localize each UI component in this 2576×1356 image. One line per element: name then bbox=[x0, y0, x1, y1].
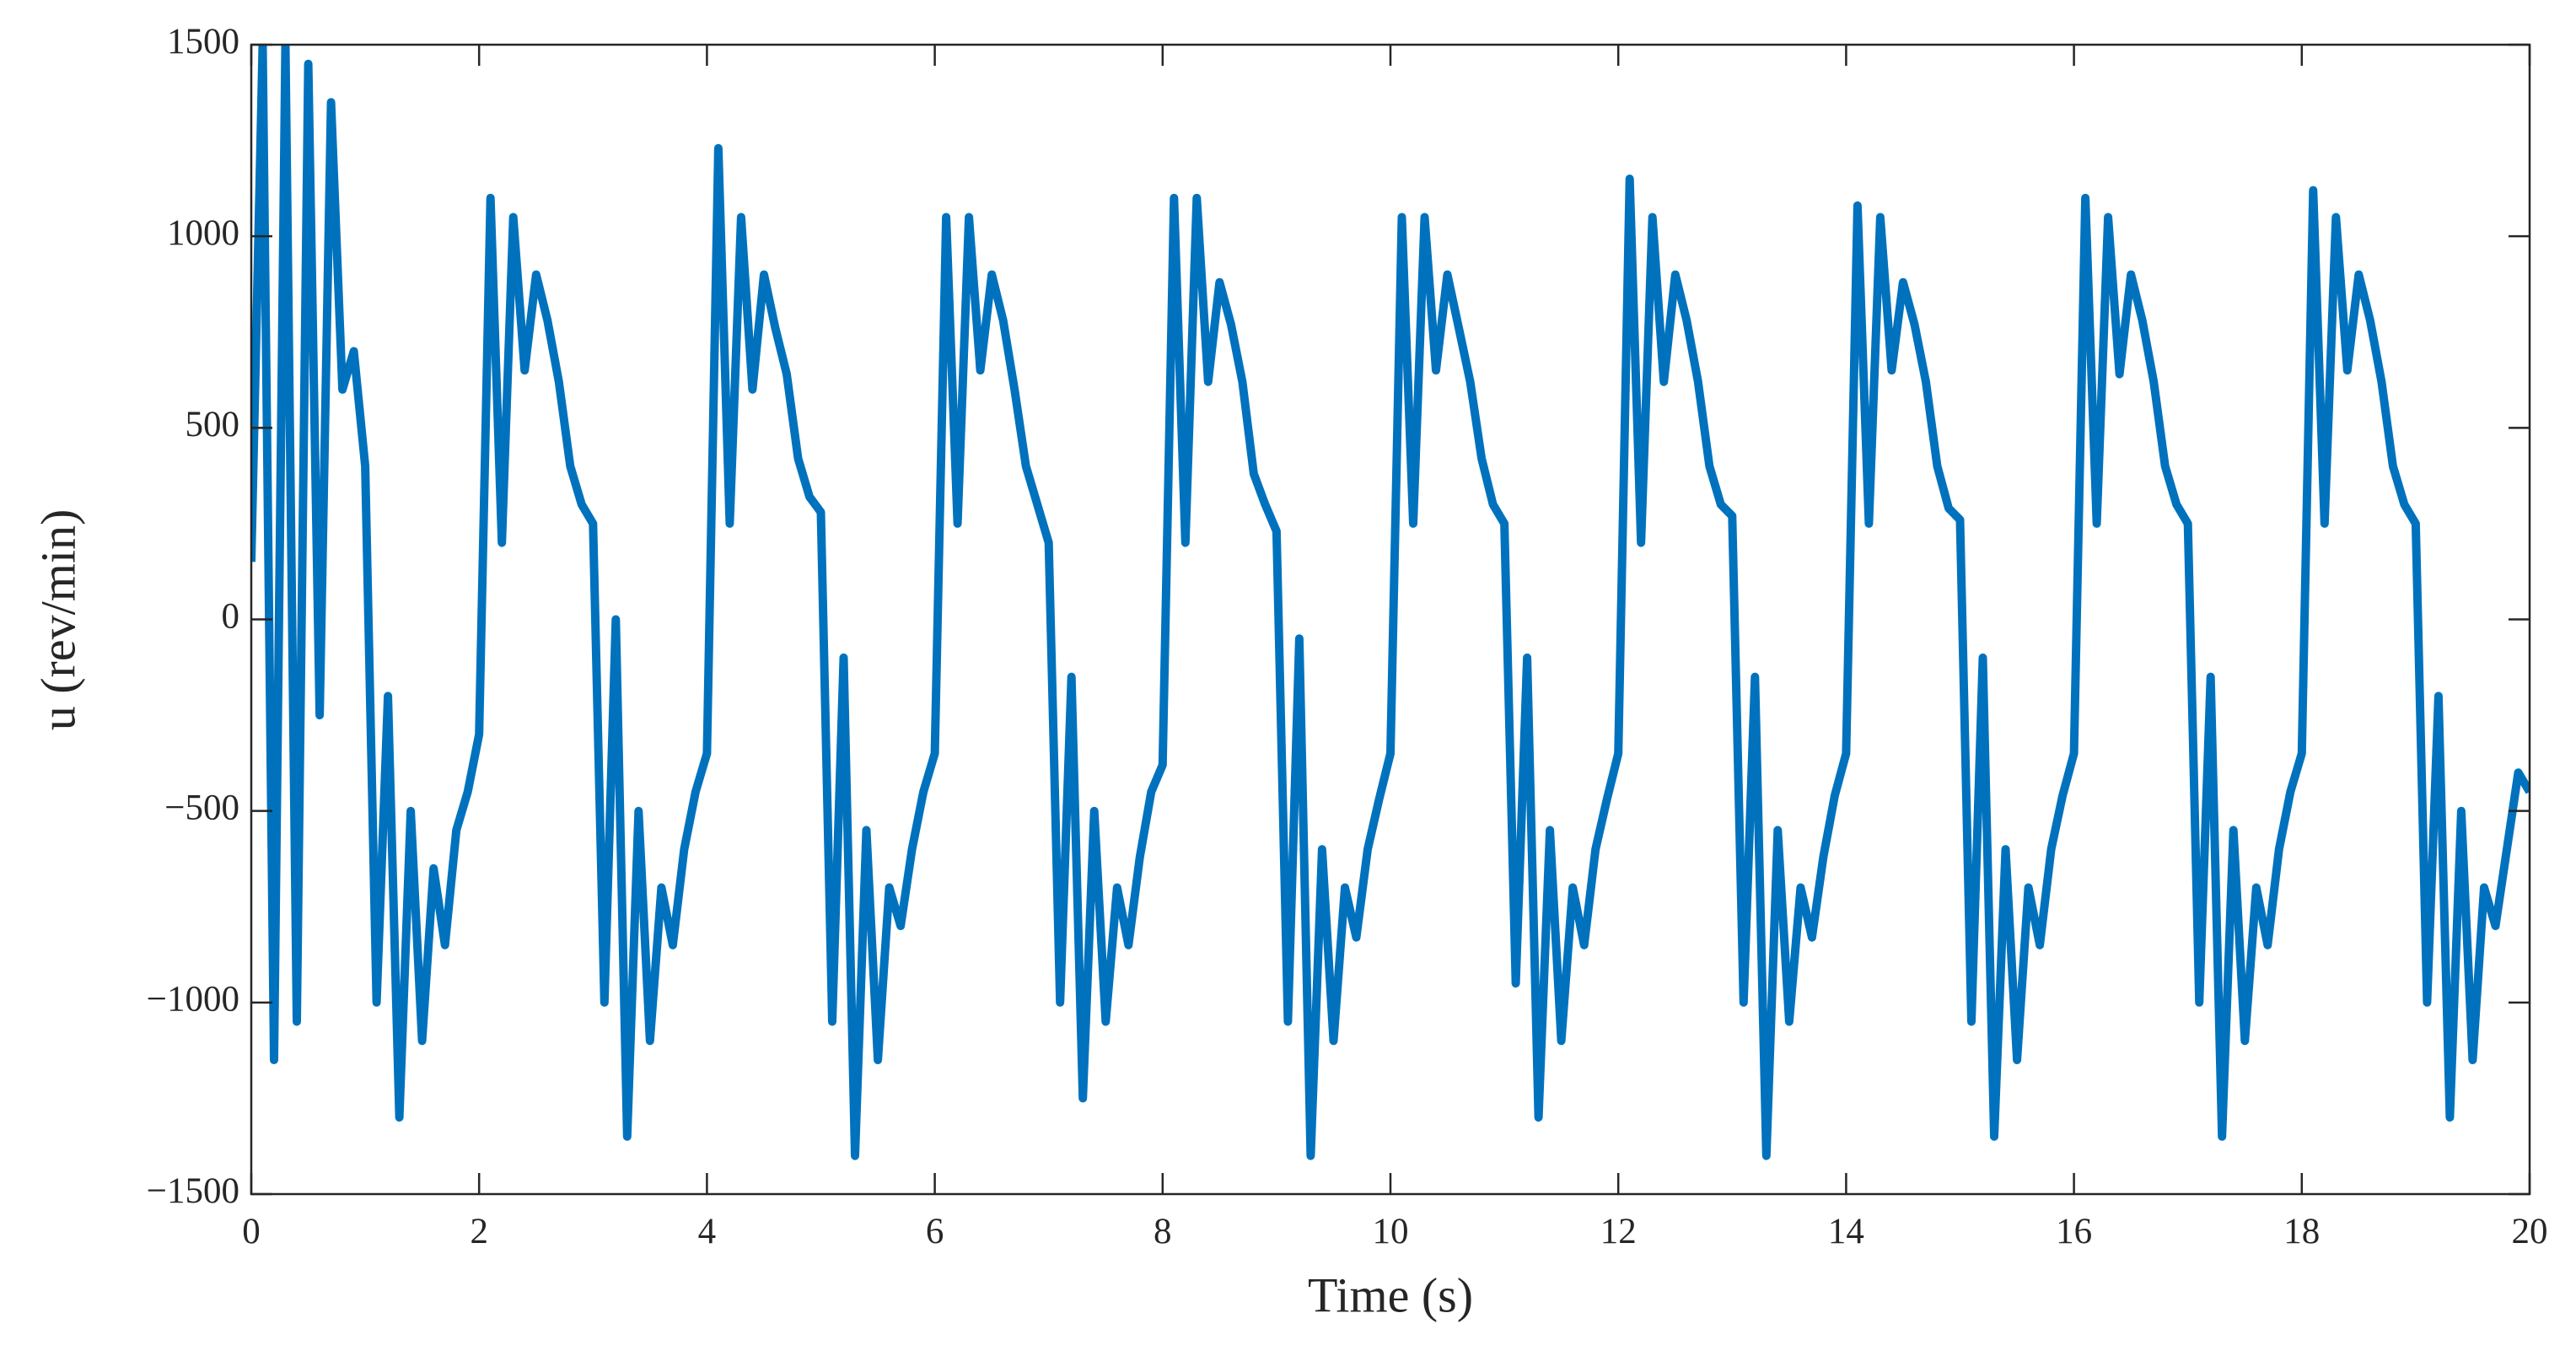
y-tick-label: 0 bbox=[222, 596, 240, 636]
y-tick-label: 500 bbox=[186, 405, 240, 444]
y-tick-label: 1000 bbox=[167, 213, 239, 253]
x-axis-label: Time (s) bbox=[1308, 1267, 1473, 1322]
x-tick-label: 16 bbox=[2056, 1212, 2092, 1251]
x-tick-label: 0 bbox=[242, 1212, 261, 1251]
x-tick-label: 20 bbox=[2512, 1212, 2548, 1251]
y-tick-label: 1500 bbox=[167, 22, 239, 62]
x-tick-label: 6 bbox=[926, 1212, 944, 1251]
y-tick-label: −1500 bbox=[147, 1171, 239, 1211]
x-tick-label: 14 bbox=[1828, 1212, 1864, 1251]
y-tick-label: −500 bbox=[164, 788, 239, 828]
x-tick-label: 10 bbox=[1373, 1212, 1409, 1251]
x-tick-label: 18 bbox=[2283, 1212, 2320, 1251]
x-tick-label: 8 bbox=[1154, 1212, 1172, 1251]
y-tick-label: −1000 bbox=[147, 980, 239, 1020]
data-line bbox=[251, 45, 2530, 1160]
x-tick-label: 4 bbox=[698, 1212, 717, 1251]
x-tick-label: 12 bbox=[1600, 1212, 1637, 1251]
y-axis-label: u (rev/min) bbox=[30, 509, 85, 731]
x-tick-label: 2 bbox=[470, 1212, 488, 1251]
